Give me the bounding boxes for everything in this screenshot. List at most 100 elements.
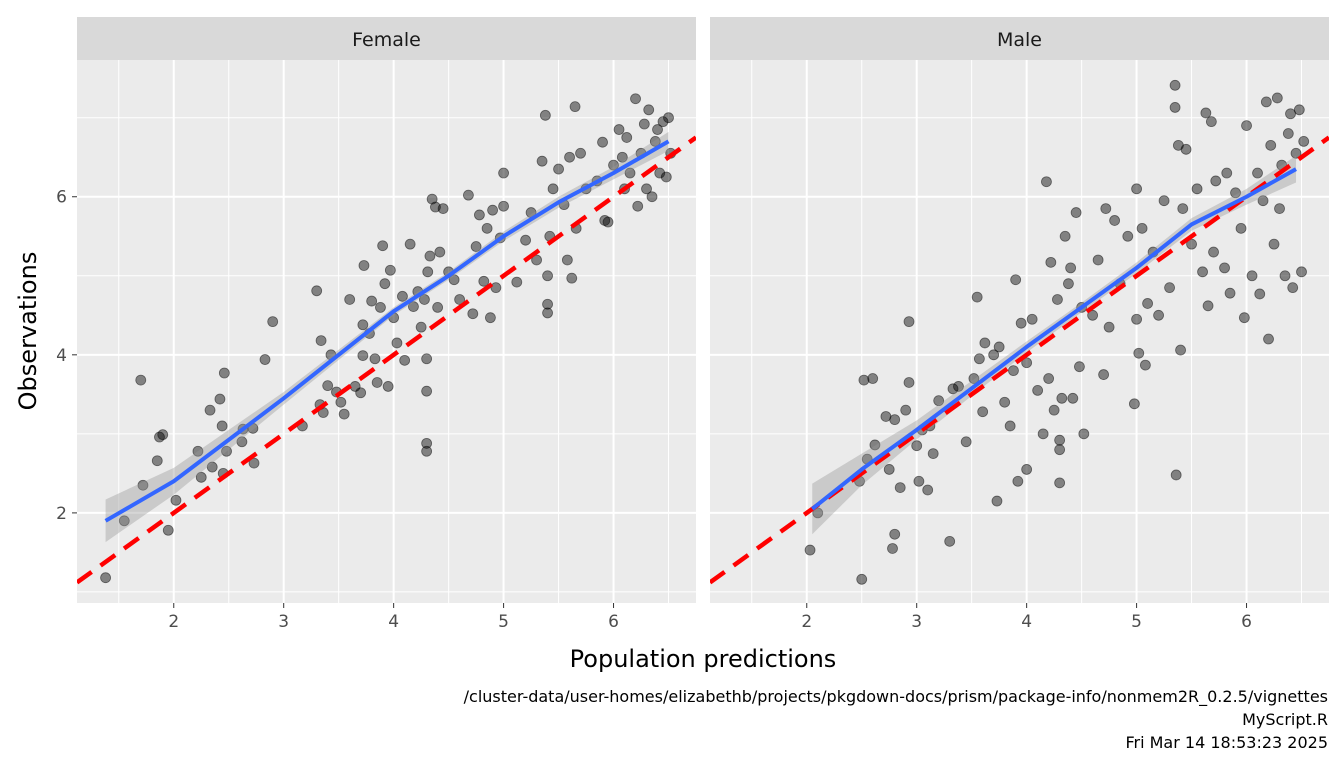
data-point (216, 420, 228, 432)
x-tick-label: 3 (278, 612, 289, 632)
data-point (267, 316, 279, 328)
data-point (979, 337, 991, 349)
data-point (1265, 139, 1277, 151)
plot-area (77, 93, 696, 585)
data-point (547, 183, 559, 195)
data-point (1257, 195, 1269, 207)
data-point (913, 475, 925, 487)
data-point (195, 471, 207, 483)
plot-area (710, 79, 1329, 585)
y-tick-label: 6 (56, 188, 67, 208)
data-point (1012, 475, 1024, 487)
data-point (470, 241, 482, 252)
data-point (1041, 176, 1052, 188)
data-point (463, 189, 474, 201)
data-point (1139, 359, 1151, 371)
x-tick-label: 5 (1131, 612, 1142, 632)
data-point (1087, 309, 1099, 321)
data-point (646, 191, 658, 203)
data-point (1092, 254, 1104, 266)
data-point (1205, 116, 1217, 128)
data-point (991, 495, 1003, 507)
data-point (869, 439, 881, 451)
data-point (1241, 120, 1252, 132)
data-point (1048, 404, 1060, 416)
data-point (1153, 309, 1164, 321)
panel-male: Male 2 3 4 5 6 (710, 17, 1329, 632)
data-point (1180, 143, 1192, 155)
data-point (379, 278, 391, 290)
data-point (542, 270, 553, 282)
data-point (1070, 207, 1082, 218)
data-point (1142, 298, 1153, 309)
data-point (561, 254, 573, 266)
data-point (1170, 469, 1182, 481)
data-point (481, 222, 493, 234)
data-point (1279, 270, 1291, 282)
data-point (564, 151, 575, 163)
data-point (432, 301, 444, 313)
data-point (448, 274, 460, 286)
data-point (221, 445, 232, 457)
data-point (421, 353, 433, 365)
data-point (613, 124, 625, 135)
data-point (1221, 167, 1233, 179)
data-point (100, 572, 111, 584)
data-point (511, 276, 523, 288)
x-tick-label: 2 (168, 612, 179, 632)
data-point (498, 200, 509, 212)
data-point (887, 543, 898, 554)
strip (77, 17, 696, 60)
data-point (1109, 215, 1121, 226)
data-point (1164, 282, 1175, 294)
data-point (1122, 230, 1134, 242)
data-point (478, 275, 490, 287)
data-point (382, 381, 394, 392)
caption-path: /cluster-data/user-homes/elizabethb/proj… (464, 687, 1328, 707)
data-point (1158, 195, 1170, 207)
strip-label: Female (352, 29, 421, 51)
data-point (421, 385, 433, 397)
data-point (1293, 104, 1305, 116)
data-point (1260, 96, 1272, 108)
data-point (498, 167, 509, 179)
data-point (1268, 238, 1280, 250)
data-point (391, 337, 403, 349)
data-point (454, 294, 466, 305)
smooth-line (104, 139, 670, 523)
data-point (487, 204, 498, 216)
data-point (1008, 365, 1019, 377)
data-point (137, 479, 149, 491)
data-point (344, 294, 356, 305)
y-tick-label: 4 (56, 346, 67, 366)
strip-label: Male (997, 29, 1042, 51)
data-point (1298, 136, 1310, 147)
data-point (1063, 278, 1074, 290)
data-point (377, 240, 389, 252)
data-point (632, 200, 644, 212)
data-point (424, 250, 436, 262)
data-point (1186, 238, 1197, 250)
data-point (999, 396, 1011, 408)
data-point (357, 350, 369, 362)
data-point (657, 116, 669, 128)
data-point (542, 307, 553, 319)
data-point (311, 285, 323, 297)
data-point (616, 151, 628, 163)
data-point (474, 209, 485, 221)
data-point (889, 528, 901, 540)
data-point (1043, 373, 1055, 384)
data-point (889, 414, 901, 426)
data-point (408, 301, 419, 313)
data-point (624, 167, 636, 179)
data-point (649, 136, 661, 147)
data-point (641, 183, 652, 195)
data-point (1208, 246, 1219, 258)
data-point (812, 507, 824, 519)
data-point (1282, 128, 1294, 139)
data-point (856, 573, 868, 585)
data-point (357, 319, 369, 331)
data-point (384, 264, 396, 276)
data-point (135, 374, 147, 386)
data-point (566, 272, 578, 284)
